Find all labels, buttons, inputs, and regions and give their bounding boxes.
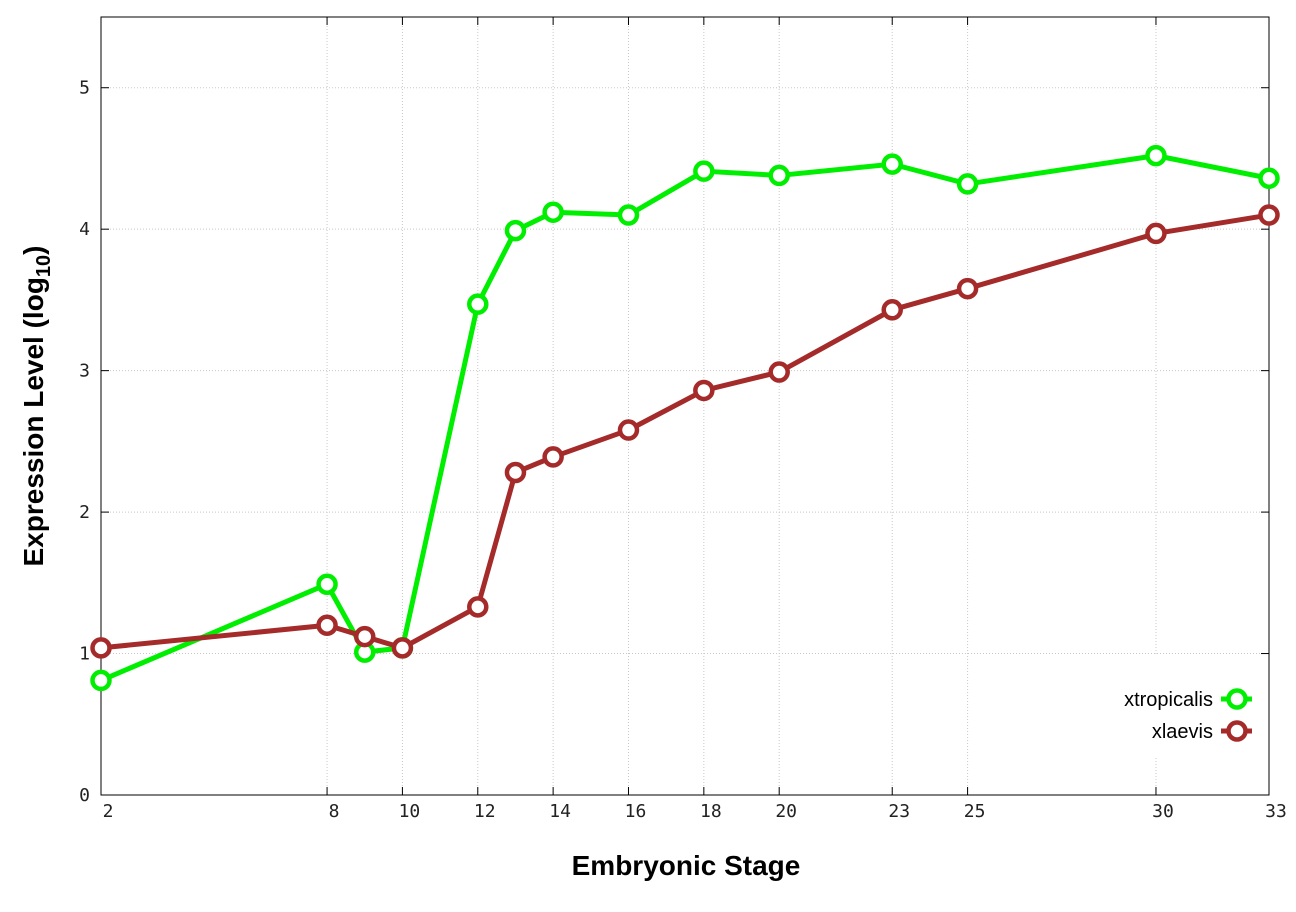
data-point	[768, 361, 790, 383]
data-point	[617, 419, 640, 441]
data-point	[1258, 204, 1280, 226]
data-point	[467, 596, 489, 618]
x-tick-label: 25	[964, 801, 986, 822]
y-axis-title-main: Expression Level (log	[18, 277, 49, 566]
data-point	[1258, 167, 1280, 190]
series-line	[100, 212, 1270, 651]
data-point	[90, 637, 112, 659]
series-xlaevis	[90, 204, 1280, 659]
data-point	[504, 219, 527, 242]
data-point	[956, 173, 979, 195]
x-tick-label: 33	[1265, 801, 1287, 822]
y-tick-label: 0	[79, 785, 90, 806]
y-tick-label: 4	[79, 219, 90, 240]
plot-frame	[100, 16, 1270, 796]
data-point	[693, 379, 715, 402]
data-point	[542, 446, 564, 468]
series-group	[90, 144, 1280, 692]
x-tick-label: 12	[474, 801, 496, 822]
data-point	[90, 669, 112, 692]
legend-label: xtropicalis	[1124, 689, 1213, 711]
data-point	[316, 573, 338, 595]
data-point	[768, 164, 790, 187]
y-axis-title: Expression Level (log10)	[18, 246, 55, 567]
y-axis: 0 1 2 3 4 5	[79, 78, 1269, 806]
x-tick-label: 30	[1152, 801, 1174, 822]
data-point	[353, 625, 376, 648]
data-point	[1145, 222, 1167, 245]
data-point	[956, 277, 979, 300]
data-point	[881, 299, 903, 321]
x-tick-label: 23	[888, 801, 910, 822]
data-point	[693, 160, 715, 182]
data-point	[391, 637, 414, 659]
x-axis-title: Embryonic Stage	[572, 850, 801, 881]
data-point	[881, 153, 903, 175]
y-tick-label: 3	[79, 361, 90, 382]
x-tick-label: 20	[775, 801, 797, 822]
y-tick-label: 2	[79, 502, 90, 523]
legend-item: xtropicalis	[1124, 688, 1252, 711]
legend-marker-swatch	[1226, 720, 1248, 742]
series-xtropicalis	[90, 144, 1280, 692]
x-tick-label: 8	[329, 801, 340, 822]
data-point	[316, 614, 338, 637]
data-point	[504, 461, 527, 484]
x-tick-label: 10	[399, 801, 421, 822]
legend-marker-swatch	[1226, 688, 1248, 710]
y-axis-title-subscript: 10	[33, 255, 55, 277]
x-tick-label: 18	[700, 801, 722, 822]
y-axis-title-close: )	[18, 246, 49, 255]
data-point	[467, 293, 489, 315]
x-tick-label: 2	[103, 801, 114, 822]
legend-label: xlaevis	[1152, 721, 1213, 743]
x-tick-label: 16	[625, 801, 647, 822]
y-tick-label: 5	[79, 78, 90, 99]
legend: xtropicalis xlaevis	[1072, 656, 1268, 756]
y-tick-label: 1	[79, 644, 90, 665]
x-axis: 2 8 10 12 14 16 18 20 23 25 30 33	[100, 17, 1287, 822]
legend-item: xlaevis	[1152, 720, 1252, 743]
data-point	[542, 201, 564, 223]
data-point	[1145, 144, 1167, 167]
data-point	[617, 204, 640, 226]
series-line	[100, 153, 1270, 683]
x-tick-label: 14	[549, 801, 571, 822]
